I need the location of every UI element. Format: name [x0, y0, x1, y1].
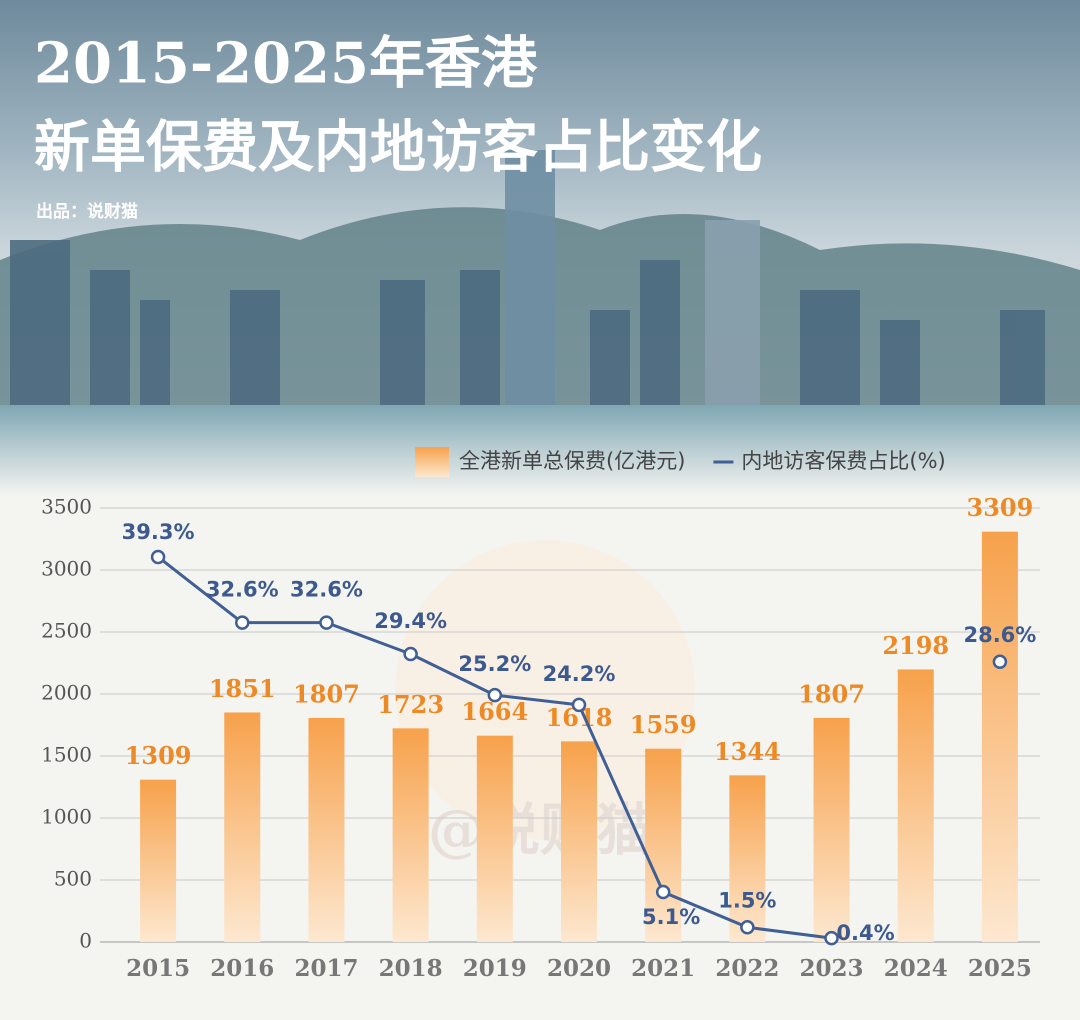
line-point	[403, 646, 418, 662]
bar	[476, 735, 513, 942]
line-point	[740, 920, 755, 935]
line-value-label: 5.1%	[642, 905, 700, 929]
x-tick-label: 2015	[126, 955, 190, 982]
y-tick-label: 2500	[41, 619, 92, 643]
line-point	[824, 930, 839, 946]
line-value-label: 28.6%	[963, 623, 1036, 647]
bar	[813, 717, 850, 942]
credit: 出品：说财猫	[36, 201, 138, 222]
legend-swatch	[415, 447, 449, 477]
line-point	[235, 615, 250, 630]
line-value-label: 24.2%	[543, 662, 616, 686]
line-point	[655, 884, 671, 900]
x-tick-label: 2019	[463, 955, 527, 982]
line-value-label: 25.2%	[458, 652, 531, 676]
bar-value-label: 1559	[630, 710, 697, 739]
line-point	[319, 615, 334, 630]
bar	[392, 728, 429, 942]
line-value-label: 29.4%	[374, 609, 447, 633]
sea	[0, 405, 1080, 495]
chart-title: 2015-2025年香港	[34, 31, 538, 97]
bar-value-label: 1723	[377, 690, 444, 719]
skyline	[10, 150, 1045, 410]
x-tick-label: 2020	[547, 955, 611, 982]
bar	[308, 717, 345, 942]
chart-title: 新单保费及内地访客占比变化	[34, 115, 762, 181]
legend-label: 内地访客保费占比(%)	[741, 449, 945, 473]
bar	[561, 741, 597, 942]
line-value-label: 39.3%	[122, 520, 195, 544]
bar-value-label: 1807	[293, 679, 360, 708]
y-tick-label: 3000	[41, 557, 92, 581]
bar	[897, 669, 934, 942]
x-tick-label: 2024	[884, 955, 948, 982]
bar	[729, 775, 766, 942]
x-tick-label: 2021	[631, 955, 695, 982]
x-tick-label: 2023	[800, 955, 864, 982]
line-point	[487, 687, 503, 703]
line-point	[992, 654, 1008, 670]
bar-value-label: 1807	[798, 679, 865, 708]
line-point	[150, 549, 166, 565]
line-point	[571, 697, 587, 713]
x-tick-label: 2018	[379, 955, 443, 982]
bar-value-label: 1851	[209, 674, 276, 703]
bar-value-label: 1344	[714, 737, 781, 766]
x-tick-label: 2022	[715, 955, 779, 982]
line-value-label: 32.6%	[206, 578, 279, 602]
x-tick-label: 2025	[968, 955, 1032, 982]
line-value-label: 32.6%	[290, 578, 363, 602]
watermark: @说财猫	[428, 798, 652, 864]
y-tick-label: 1000	[41, 805, 92, 829]
x-tick-label: 2017	[294, 955, 358, 982]
line-value-label: 1.5%	[718, 888, 776, 912]
line-value-label: 0.4%	[836, 921, 894, 945]
bar-value-label: 2198	[882, 631, 949, 660]
legend-label: 全港新单总保费(亿港元)	[459, 449, 685, 473]
bar	[645, 748, 682, 942]
y-tick-label: 3500	[41, 495, 92, 519]
y-tick-label: 2000	[41, 681, 92, 705]
y-tick-label: 1500	[41, 743, 92, 767]
y-tick-label: 0	[79, 929, 92, 953]
watermark-logo	[395, 540, 695, 840]
y-tick-label: 500	[54, 867, 92, 891]
bar	[981, 531, 1018, 942]
bar-value-label: 3309	[967, 493, 1034, 522]
bar-value-label: 1309	[125, 741, 192, 770]
x-tick-label: 2016	[210, 955, 274, 982]
bar	[140, 779, 177, 942]
bar	[224, 712, 261, 942]
